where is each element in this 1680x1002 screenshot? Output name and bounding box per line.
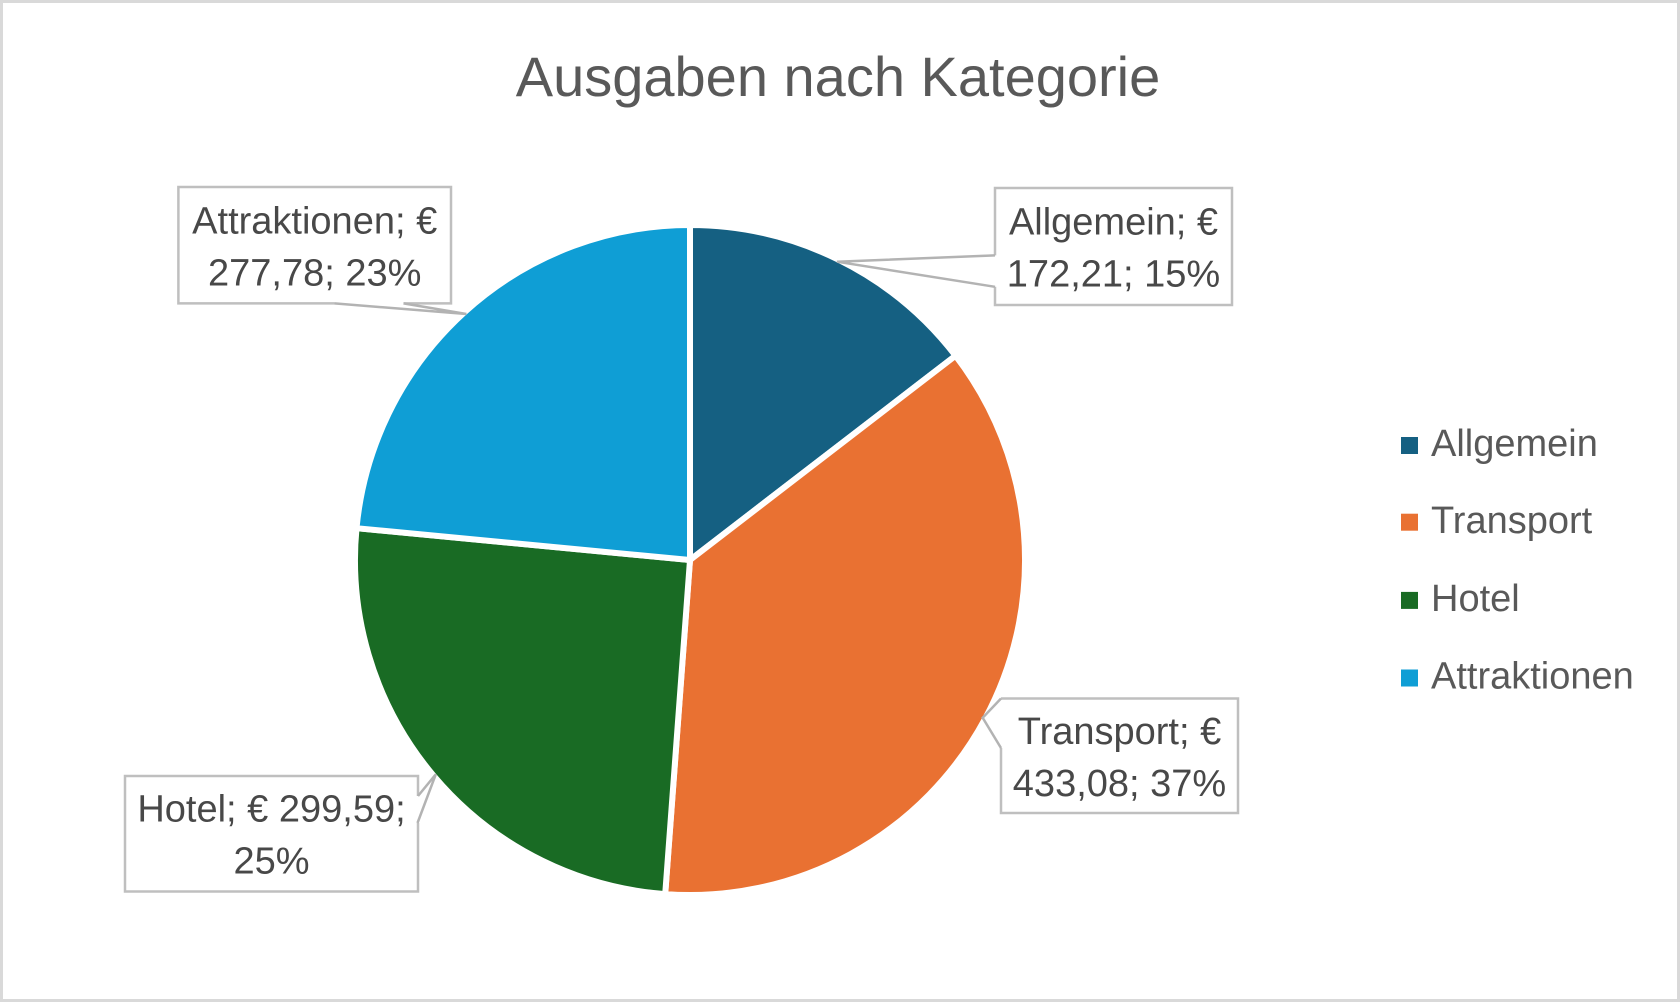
svg-text:433,08; 37%: 433,08; 37% xyxy=(1013,763,1226,805)
svg-text:Ausgaben nach Kategorie: Ausgaben nach Kategorie xyxy=(516,45,1161,108)
svg-text:Transport: Transport xyxy=(1431,500,1593,542)
svg-text:Allgemein: Allgemein xyxy=(1431,423,1598,465)
svg-text:Allgemein; €: Allgemein; € xyxy=(1009,202,1218,244)
svg-text:Attraktionen: Attraktionen xyxy=(1431,656,1634,698)
svg-text:25%: 25% xyxy=(233,841,309,883)
svg-text:Hotel: Hotel xyxy=(1431,578,1520,620)
svg-text:277,78; 23%: 277,78; 23% xyxy=(208,253,421,295)
svg-text:Attraktionen; €: Attraktionen; € xyxy=(192,201,437,243)
svg-text:172,21; 15%: 172,21; 15% xyxy=(1007,254,1220,296)
svg-text:Hotel; € 299,59;: Hotel; € 299,59; xyxy=(137,789,405,831)
svg-text:Transport; €: Transport; € xyxy=(1018,711,1221,753)
